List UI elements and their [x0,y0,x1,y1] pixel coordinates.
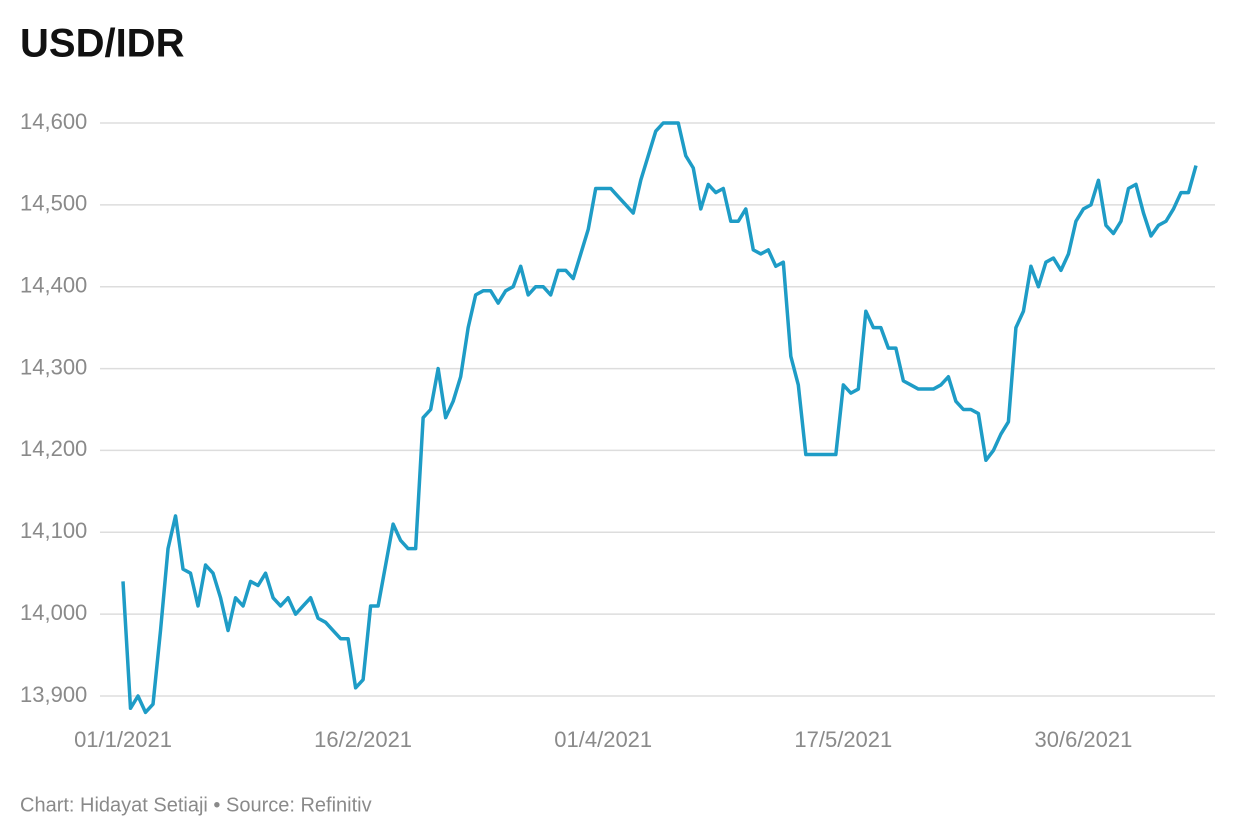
y-tick-label: 14,100 [20,518,87,543]
y-tick-label: 14,000 [20,600,87,625]
x-tick-label: 01/1/2021 [74,727,172,752]
x-tick-label: 01/4/2021 [554,727,652,752]
chart-title: USD/IDR [20,22,185,66]
y-tick-label: 14,300 [20,354,87,379]
x-tick-label: 30/6/2021 [1035,727,1133,752]
y-tick-label: 14,600 [20,109,87,134]
y-tick-label: 14,200 [20,436,87,461]
y-tick-label: 14,400 [20,273,87,298]
data-line [121,121,1198,715]
credit: Chart: Hidayat Setiaji • Source: Refinit… [20,794,372,816]
x-tick-label: 16/2/2021 [314,727,412,752]
x-tick-label: 17/5/2021 [794,727,892,752]
y-tick-label: 14,500 [20,191,87,216]
y-tick-label: 13,900 [20,682,87,707]
